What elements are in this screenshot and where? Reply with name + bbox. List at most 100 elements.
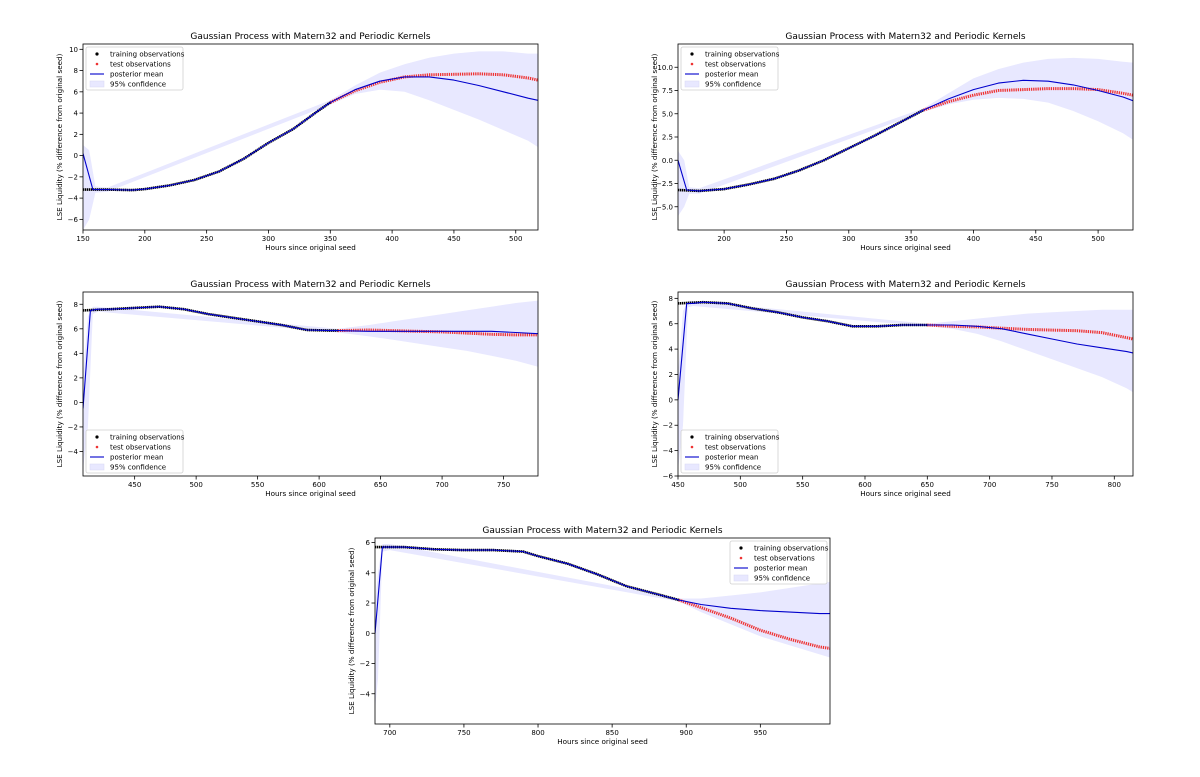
x-tick-label: 750 [457, 729, 470, 737]
legend-entry-label: posterior mean [705, 454, 758, 462]
x-tick-label: 500 [734, 481, 747, 489]
legend-box [85, 46, 184, 91]
y-tick-label: −2 [68, 423, 78, 431]
x-tick-label: 250 [780, 235, 793, 243]
x-tick-label: 300 [262, 235, 275, 243]
y-tick-label: 0 [669, 396, 673, 404]
legend-entry-label: test observations [110, 61, 171, 69]
x-axis-label: Hours since original seed [265, 489, 356, 498]
y-tick-label: 4 [669, 346, 674, 354]
y-tick-label: 2 [74, 131, 78, 139]
posterior-mean-line [83, 306, 538, 409]
y-tick-label: −2.5 [656, 180, 673, 188]
x-tick-label: 400 [385, 235, 398, 243]
legend-entry-label: 95% confidence [705, 81, 761, 89]
legend: training observations test observations po… [85, 429, 185, 474]
x-tick-label: 700 [435, 481, 448, 489]
x-tick-label: 800 [1108, 481, 1121, 489]
y-tick-label: 10.0 [657, 64, 673, 72]
chart-title: Gaussian Process with Matern32 and Perio… [785, 32, 1025, 42]
legend-entry-label: 95% confidence [754, 575, 810, 583]
legend: training observations test observations po… [729, 540, 829, 585]
y-tick-label: 2 [366, 600, 370, 608]
x-tick-label: 700 [383, 729, 396, 737]
x-tick-label: 600 [312, 481, 325, 489]
x-tick-label: 650 [921, 481, 934, 489]
legend-confidence-swatch [89, 80, 105, 88]
y-axis-label: LSE Liquidity (% difference from origina… [55, 300, 64, 467]
test-observations-series [337, 328, 538, 337]
y-tick-label: 2.5 [662, 134, 673, 142]
legend-training-marker [95, 435, 99, 439]
y-tick-label: −2 [663, 422, 673, 430]
test-observations-series [923, 87, 1133, 112]
plot-area [83, 51, 538, 230]
plot-area [83, 300, 538, 470]
x-tick-label: 900 [680, 729, 693, 737]
legend-box [680, 429, 779, 474]
y-tick-label: 6 [366, 539, 371, 547]
plot-area [678, 57, 1133, 217]
x-axis-label: Hours since original seed [860, 489, 951, 498]
x-axis-label: Hours since original seed [557, 737, 648, 746]
confidence-band [678, 57, 1133, 217]
legend-entry-label: test observations [754, 555, 815, 563]
y-tick-label: −4 [68, 195, 79, 203]
confidence-band [83, 51, 538, 230]
y-tick-label: 0 [74, 399, 78, 407]
legend-entry-label: training observations [705, 434, 780, 442]
legend-entry-label: training observations [754, 545, 829, 553]
legend: training observations test observations po… [680, 429, 780, 474]
x-tick-label: 450 [128, 481, 141, 489]
legend-training-marker [690, 52, 694, 56]
legend-entry-label: test observations [110, 444, 171, 452]
y-tick-label: 10 [69, 46, 78, 54]
plot-area [375, 544, 830, 709]
x-tick-label: 750 [1045, 481, 1058, 489]
x-tick-label: 200 [138, 235, 151, 243]
y-tick-label: 8 [74, 301, 78, 309]
y-tick-label: 4 [366, 569, 371, 577]
legend-entry-label: 95% confidence [110, 464, 166, 472]
x-tick-label: 400 [967, 235, 980, 243]
subplot-middle-right: 450 500 550 600 650 700 750 800 −6 −4 −2 0 2 4 6 8 Gauss… [650, 280, 1134, 498]
legend-test-marker [95, 62, 99, 66]
test-observations-series [678, 598, 830, 650]
legend-training-marker [95, 52, 99, 56]
y-tick-label: 8 [669, 295, 673, 303]
y-tick-label: 8 [74, 67, 78, 75]
x-tick-label: 500 [509, 235, 522, 243]
posterior-mean-line [375, 546, 830, 634]
y-tick-label: 6 [74, 325, 79, 333]
x-tick-label: 350 [324, 235, 337, 243]
subplot-middle-left: 450 500 550 600 650 700 750 −4 −2 0 2 4 6 8 Gaussian P… [55, 280, 539, 498]
y-tick-label: 0 [74, 152, 78, 160]
x-tick-label: 250 [200, 235, 213, 243]
y-tick-label: 5.0 [662, 110, 673, 118]
y-tick-label: −2 [68, 173, 78, 181]
y-tick-label: −4 [360, 690, 371, 698]
posterior-mean-line [678, 301, 1133, 400]
y-tick-label: 2 [74, 374, 78, 382]
x-tick-label: 350 [904, 235, 917, 243]
legend-confidence-swatch [733, 574, 749, 582]
test-observations-series [927, 323, 1133, 341]
y-tick-label: −6 [68, 216, 79, 224]
legend-confidence-swatch [89, 463, 105, 471]
y-tick-label: 6 [669, 320, 674, 328]
legend-entry-label: posterior mean [110, 71, 163, 79]
legend-confidence-swatch [684, 463, 700, 471]
y-tick-label: 0.0 [662, 157, 673, 165]
legend-box [680, 46, 779, 91]
legend-test-marker [690, 445, 694, 449]
plot-frame [677, 291, 1134, 477]
y-tick-label: 2 [669, 371, 673, 379]
confidence-band [375, 544, 830, 709]
legend-entry-label: training observations [110, 434, 185, 442]
legend-training-marker [690, 435, 694, 439]
legend-test-marker [690, 62, 694, 66]
legend-entry-label: posterior mean [110, 454, 163, 462]
x-tick-label: 650 [374, 481, 387, 489]
confidence-band [83, 300, 538, 470]
x-tick-label: 750 [497, 481, 510, 489]
